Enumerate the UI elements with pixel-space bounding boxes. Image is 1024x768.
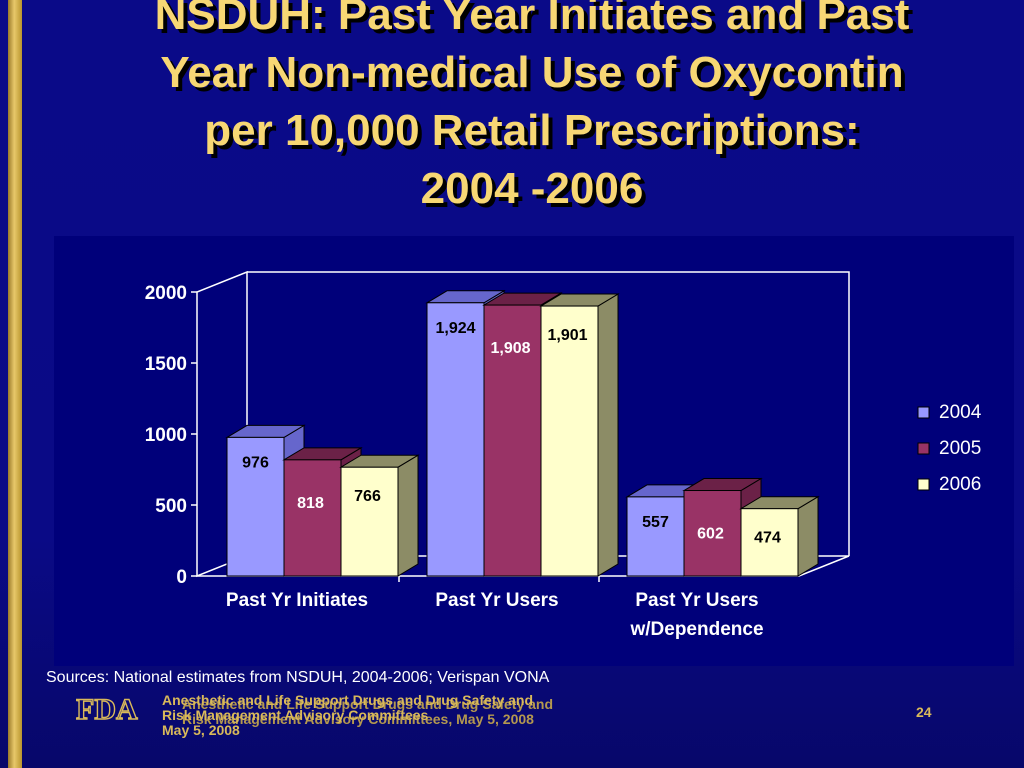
legend-swatch xyxy=(917,406,930,419)
page-number: 24 xyxy=(916,704,932,720)
footer-line-1: Anesthetic and Life Support Drugs and Dr… xyxy=(162,692,534,708)
bar xyxy=(626,496,685,577)
y-tick-label: 1500 xyxy=(145,354,187,375)
data-label: 602 xyxy=(697,526,724,543)
legend-swatch xyxy=(917,442,930,455)
x-tick-label: Past Yr Initiates xyxy=(226,590,368,611)
legend-swatch xyxy=(917,478,930,491)
sources-note: Sources: National estimates from NSDUH, … xyxy=(46,669,550,686)
footer-overlay-text: Anesthetic and Life Support Drugs and Dr… xyxy=(182,697,662,727)
y-tick-label: 500 xyxy=(155,496,187,517)
back-wall xyxy=(247,271,850,556)
x-tick-label: Past Yr Users xyxy=(635,590,758,611)
footer-text: Anesthetic and Life Support Drugs and Dr… xyxy=(162,693,642,738)
left-accent-bar xyxy=(8,0,22,768)
legend-label: 2006 xyxy=(939,474,981,495)
bar xyxy=(540,305,599,577)
title-line-4: 2004 -2006 xyxy=(420,164,644,213)
bar xyxy=(740,508,799,577)
data-label: 557 xyxy=(642,514,669,531)
fda-logo-text: FDA xyxy=(76,693,138,723)
data-label: 818 xyxy=(297,495,324,512)
fda-logo: FDA xyxy=(76,693,139,723)
footer-overlay-line-1: Anesthetic and Life Support Drugs and Dr… xyxy=(182,696,554,712)
y-tick-label: 2000 xyxy=(145,283,187,304)
bar xyxy=(426,302,485,577)
bar-side xyxy=(397,454,419,577)
data-label: 474 xyxy=(754,530,781,547)
slide-title: NSDUH: Past Year Initiates and Past Year… xyxy=(40,0,1024,218)
chart-panel: 0 500 1000 1500 2000 976 818 766 Past Yr Initiat… xyxy=(54,236,1014,666)
footer-line-3: May 5, 2008 xyxy=(162,722,240,738)
bar xyxy=(283,459,342,577)
bar-chart: 0 500 1000 1500 2000 976 818 766 Past Yr Initiat… xyxy=(145,270,982,640)
footer-overlay-line-2: Risk Management Advisory Committees, May… xyxy=(182,711,534,727)
data-label: 1,908 xyxy=(490,340,530,357)
bar-side xyxy=(597,293,619,577)
title-line-3: per 10,000 Retail Prescriptions: xyxy=(204,106,860,155)
x-tick-label: w/Dependence xyxy=(629,619,763,640)
data-label: 976 xyxy=(242,454,269,471)
data-label: 1,901 xyxy=(547,327,587,344)
data-label: 1,924 xyxy=(435,320,475,337)
data-label: 766 xyxy=(354,488,381,505)
bar xyxy=(683,490,742,577)
bar xyxy=(340,466,399,577)
x-tick-label: Past Yr Users xyxy=(435,590,558,611)
legend-label: 2005 xyxy=(939,438,981,459)
y-tick-label: 1000 xyxy=(145,425,187,446)
title-line-1: NSDUH: Past Year Initiates and Past xyxy=(154,0,910,39)
title-line-2: Year Non-medical Use of Oxycontin xyxy=(160,48,904,97)
bar-side xyxy=(797,495,819,577)
y-tick-label: 0 xyxy=(176,567,187,588)
legend-label: 2004 xyxy=(939,402,982,423)
footer-line-2: Risk Management Advisory Committees xyxy=(162,707,429,723)
